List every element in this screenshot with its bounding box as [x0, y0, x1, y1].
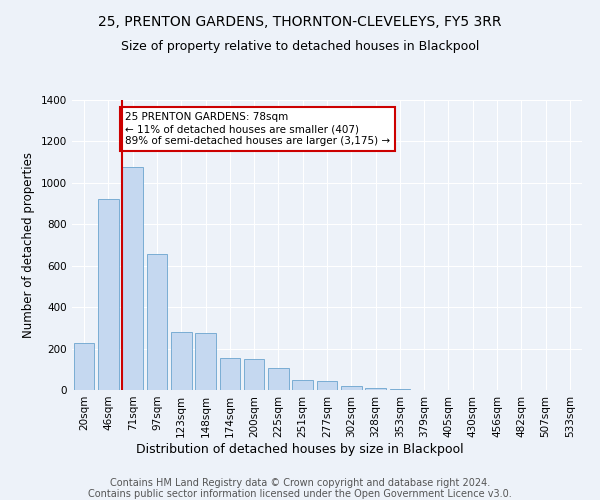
Bar: [220, 358, 240, 390]
Bar: [74, 344, 94, 390]
Bar: [268, 368, 289, 390]
Text: Distribution of detached houses by size in Blackpool: Distribution of detached houses by size …: [136, 442, 464, 456]
Bar: [244, 359, 265, 390]
Bar: [122, 168, 143, 390]
Bar: [317, 380, 337, 390]
Bar: [365, 388, 386, 390]
Y-axis label: Number of detached properties: Number of detached properties: [22, 152, 35, 338]
Text: Contains public sector information licensed under the Open Government Licence v3: Contains public sector information licen…: [88, 489, 512, 499]
Text: 25, PRENTON GARDENS, THORNTON-CLEVELEYS, FY5 3RR: 25, PRENTON GARDENS, THORNTON-CLEVELEYS,…: [98, 15, 502, 29]
Text: Contains HM Land Registry data © Crown copyright and database right 2024.: Contains HM Land Registry data © Crown c…: [110, 478, 490, 488]
Bar: [146, 254, 167, 390]
Text: 25 PRENTON GARDENS: 78sqm
← 11% of detached houses are smaller (407)
89% of semi: 25 PRENTON GARDENS: 78sqm ← 11% of detac…: [125, 112, 390, 146]
Text: Size of property relative to detached houses in Blackpool: Size of property relative to detached ho…: [121, 40, 479, 53]
Bar: [195, 333, 216, 390]
Bar: [171, 332, 191, 390]
Bar: [292, 380, 313, 390]
Bar: [389, 389, 410, 390]
Bar: [98, 200, 119, 390]
Bar: [341, 386, 362, 390]
